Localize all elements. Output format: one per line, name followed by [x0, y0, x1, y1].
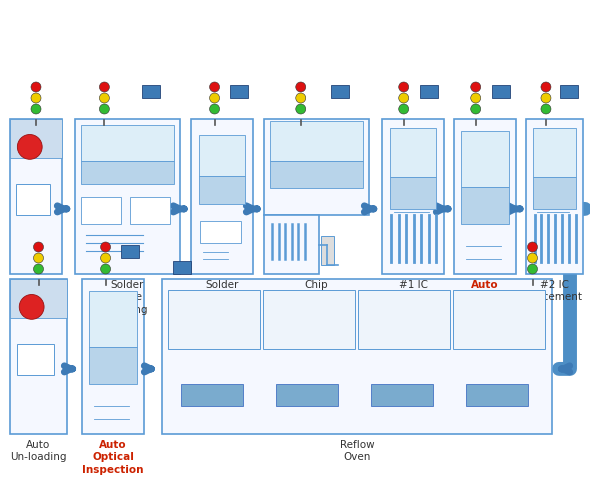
Bar: [390, 129, 436, 177]
Bar: [162, 279, 552, 434]
Bar: [382, 120, 444, 274]
Circle shape: [100, 264, 110, 274]
Bar: [122, 245, 139, 258]
Bar: [526, 120, 583, 274]
Circle shape: [31, 94, 41, 104]
Bar: [371, 385, 433, 406]
Bar: [199, 135, 245, 177]
Circle shape: [399, 105, 409, 115]
Bar: [81, 161, 173, 185]
Text: Chip
Placement: Chip Placement: [289, 279, 344, 302]
Bar: [10, 279, 67, 434]
Bar: [191, 120, 253, 274]
Circle shape: [527, 242, 537, 253]
Circle shape: [296, 105, 306, 115]
Bar: [560, 85, 578, 98]
Bar: [10, 120, 62, 158]
Bar: [533, 129, 576, 177]
Bar: [173, 261, 191, 274]
Circle shape: [17, 135, 42, 160]
Circle shape: [541, 94, 551, 104]
Bar: [200, 222, 241, 243]
Bar: [330, 85, 349, 98]
Text: Auto
loading: Auto loading: [17, 279, 55, 302]
Bar: [199, 177, 245, 205]
Circle shape: [99, 105, 109, 115]
Bar: [168, 290, 260, 349]
Bar: [270, 162, 363, 189]
Circle shape: [399, 94, 409, 104]
Circle shape: [471, 105, 481, 115]
Bar: [264, 120, 369, 216]
Bar: [390, 177, 436, 210]
Bar: [82, 279, 144, 434]
Bar: [17, 185, 50, 216]
Bar: [17, 345, 54, 375]
Bar: [10, 120, 62, 274]
Bar: [89, 348, 137, 385]
Circle shape: [99, 83, 109, 93]
Circle shape: [209, 83, 219, 93]
Bar: [453, 290, 545, 349]
Circle shape: [541, 105, 551, 115]
Bar: [10, 279, 67, 318]
Text: Auto
Optical
Inspection: Auto Optical Inspection: [454, 279, 516, 314]
Circle shape: [19, 295, 44, 319]
Bar: [466, 385, 528, 406]
Bar: [419, 85, 438, 98]
Bar: [75, 120, 180, 274]
Bar: [81, 126, 173, 161]
Bar: [358, 290, 450, 349]
Circle shape: [541, 83, 551, 93]
Circle shape: [296, 94, 306, 104]
Circle shape: [296, 83, 306, 93]
Bar: [491, 85, 510, 98]
Circle shape: [100, 242, 110, 253]
Circle shape: [100, 254, 110, 263]
Text: Solder
paste
Printing: Solder paste Printing: [107, 279, 148, 314]
Circle shape: [471, 94, 481, 104]
Circle shape: [34, 254, 44, 263]
Text: #1 IC
Placement: #1 IC Placement: [385, 279, 441, 302]
Circle shape: [34, 264, 44, 274]
Bar: [461, 188, 509, 225]
Bar: [270, 121, 363, 162]
Circle shape: [99, 94, 109, 104]
Bar: [461, 132, 509, 188]
Bar: [322, 236, 334, 266]
Circle shape: [471, 83, 481, 93]
Bar: [533, 177, 576, 210]
Bar: [263, 290, 355, 349]
Circle shape: [527, 264, 537, 274]
Circle shape: [31, 105, 41, 115]
Bar: [130, 197, 169, 225]
Bar: [276, 385, 338, 406]
Bar: [81, 197, 121, 225]
Bar: [230, 85, 248, 98]
Circle shape: [399, 83, 409, 93]
Circle shape: [527, 254, 537, 263]
Text: #2 IC
Placement: #2 IC Placement: [527, 279, 582, 302]
Circle shape: [34, 242, 44, 253]
Circle shape: [209, 94, 219, 104]
Text: Solder
paste
Inspection
(SPI): Solder paste Inspection (SPI): [195, 279, 249, 327]
Text: Auto
Optical
Inspection: Auto Optical Inspection: [82, 439, 144, 474]
Bar: [454, 120, 516, 274]
Bar: [89, 292, 137, 348]
Circle shape: [209, 105, 219, 115]
Bar: [181, 385, 243, 406]
Text: Auto
Un-loading: Auto Un-loading: [10, 439, 67, 461]
Text: Reflow
Oven: Reflow Oven: [340, 439, 374, 461]
Bar: [264, 216, 319, 274]
Circle shape: [31, 83, 41, 93]
Bar: [142, 85, 160, 98]
